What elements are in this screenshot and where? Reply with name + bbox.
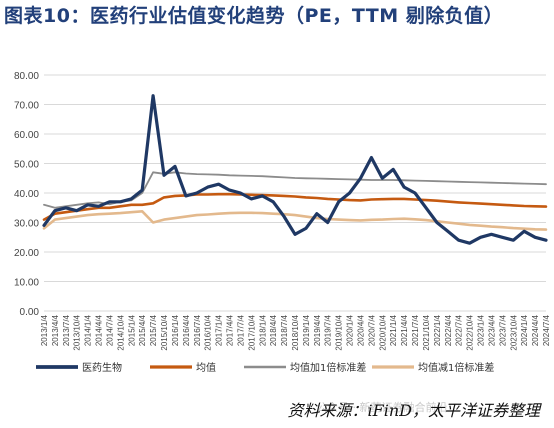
grid-lines [44, 74, 546, 312]
series-line [42, 210, 548, 231]
x-tick-label: 2020/10/4 [378, 314, 387, 350]
legend-label: 医药生物 [82, 361, 122, 374]
x-tick-label: 2022/1/4 [433, 314, 442, 346]
x-tick-label: 2019/10/4 [335, 314, 344, 350]
x-tick-label: 2023/7/4 [498, 314, 507, 346]
x-tick-label: 2018/10/4 [291, 314, 300, 350]
watermark: 公众号 · 新药证券融合前沿 [316, 401, 448, 414]
x-tick-label: 2014/4/4 [95, 314, 104, 346]
x-tick-label: 2016/7/4 [193, 314, 202, 346]
y-tick-label: 10.00 [14, 278, 39, 289]
x-tick-label: 2017/7/4 [236, 314, 245, 346]
x-tick-label: 2017/10/4 [247, 314, 256, 350]
x-tick-label: 2019/1/4 [302, 314, 311, 346]
x-tick-label: 2015/7/4 [149, 314, 158, 346]
x-tick-label: 2016/4/4 [182, 314, 191, 346]
x-tick-label: 2019/7/4 [324, 314, 333, 346]
y-tick-label: 60.00 [14, 130, 39, 141]
x-tick-label: 2015/10/4 [160, 314, 169, 350]
x-tick-label: 2021/4/4 [400, 314, 409, 346]
x-tick-label: 2020/4/4 [356, 314, 365, 346]
y-tick-label: 80.00 [14, 71, 39, 82]
x-tick-label: 2020/7/4 [367, 314, 376, 346]
y-tick-label: 40.00 [14, 189, 39, 200]
x-tick-label: 2014/1/4 [84, 314, 93, 346]
series-line [42, 94, 548, 245]
x-tick-label: 2013/10/4 [73, 314, 82, 350]
x-tick-label: 2021/1/4 [389, 314, 398, 346]
y-tick-label: 30.00 [14, 219, 39, 230]
x-tick-label: 2022/10/4 [466, 314, 475, 350]
x-tick-label: 2018/1/4 [258, 314, 267, 346]
x-tick-label: 2013/4/4 [51, 314, 60, 346]
x-tick-label: 2022/4/4 [444, 314, 453, 346]
y-tick-label: 70.00 [14, 101, 39, 112]
series-line [42, 192, 548, 221]
x-tick-label: 2021/7/4 [411, 314, 420, 346]
x-tick-label: 2016/10/4 [204, 314, 213, 350]
x-axis: 2013/1/4 2013/4/4 2013/7/4 2013/10/4 2014/1/… [40, 314, 551, 350]
x-tick-label: 2015/1/4 [127, 314, 136, 346]
x-tick-label: 2016/1/4 [171, 314, 180, 346]
chart-title: 图表10：医药行业估值变化趋势（PE，TTM 剔除负值） [4, 5, 504, 27]
legend-label: 均值 [196, 361, 216, 374]
legend-label: 均值加1倍标准差 [290, 361, 366, 374]
x-tick-label: 2017/4/4 [226, 314, 235, 346]
x-tick-label: 2021/10/4 [422, 314, 431, 350]
series-lines [42, 94, 548, 245]
x-tick-label: 2018/7/4 [280, 314, 289, 346]
x-tick-label: 2024/4/4 [531, 314, 540, 346]
x-tick-label: 2018/4/4 [269, 314, 278, 346]
x-tick-label: 2019/4/4 [313, 314, 322, 346]
source-note: 资料来源：iFinD，太平洋证券整理 [287, 401, 540, 420]
x-tick-label: 2013/7/4 [62, 314, 71, 346]
y-tick-label: 50.00 [14, 160, 39, 171]
y-tick-label: 20.00 [14, 248, 39, 259]
x-tick-label: 2014/10/4 [116, 314, 125, 350]
y-axis: 0.00 10.00 20.00 30.00 40.00 50.00 60.00 70.00 8… [14, 71, 39, 318]
x-tick-label: 2014/7/4 [105, 314, 114, 346]
x-tick-label: 2024/1/4 [520, 314, 529, 346]
x-tick-label: 2015/4/4 [138, 314, 147, 346]
y-tick-label: 0.00 [20, 307, 40, 318]
x-tick-label: 2022/7/4 [455, 314, 464, 346]
x-tick-label: 2023/10/4 [509, 314, 518, 350]
legend-label: 均值减1倍标准差 [418, 361, 494, 374]
x-tick-label: 2023/1/4 [477, 314, 486, 346]
x-tick-label: 2013/1/4 [40, 314, 49, 346]
x-tick-label: 2017/1/4 [215, 314, 224, 346]
x-tick-label: 2020/1/4 [346, 314, 355, 346]
x-tick-label: 2024/7/4 [542, 314, 551, 346]
x-tick-label: 2023/4/4 [487, 314, 496, 346]
legend: 医药生物 均值 均值加1倍标准差 均值减1倍标准差 [36, 361, 494, 374]
